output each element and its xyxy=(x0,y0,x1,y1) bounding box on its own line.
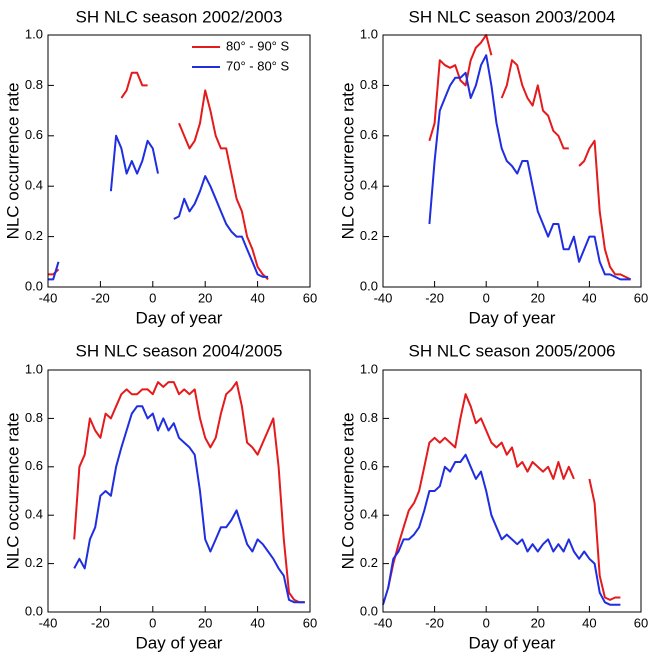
y-tick-label: 0.2 xyxy=(25,228,43,243)
y-tick-label: 0.4 xyxy=(360,178,378,193)
x-tick-label: 0 xyxy=(149,290,156,305)
y-axis-label: NLC occurrence rate xyxy=(338,83,357,240)
x-tick-label: -40 xyxy=(39,615,58,630)
y-tick-label: 1.0 xyxy=(360,26,378,41)
y-tick-label: 0.8 xyxy=(360,77,378,92)
x-tick-label: 60 xyxy=(303,615,317,630)
plot-frame xyxy=(382,369,642,613)
x-tick-label: 40 xyxy=(582,615,596,630)
x-tick-label: 40 xyxy=(582,290,596,305)
x-tick-label: -40 xyxy=(374,615,393,630)
chart-title: SH NLC season 2003/2004 xyxy=(409,7,616,26)
x-tick-label: -20 xyxy=(91,290,110,305)
y-axis-label: NLC occurrence rate xyxy=(338,413,357,570)
y-tick-label: 0.4 xyxy=(25,507,43,522)
x-tick-label: -40 xyxy=(374,290,393,305)
y-tick-label: 0.2 xyxy=(25,555,43,570)
x-tick-label: 60 xyxy=(634,615,648,630)
series-line xyxy=(73,381,305,604)
y-axis-label: NLC occurrence rate xyxy=(3,413,22,570)
x-tick-label: -20 xyxy=(425,290,444,305)
x-tick-label: -20 xyxy=(425,615,444,630)
x-axis-label: Day of year xyxy=(136,633,223,652)
y-tick-label: 0.4 xyxy=(360,507,378,522)
y-tick-label: 0.0 xyxy=(360,603,378,618)
x-tick-label: 20 xyxy=(198,615,212,630)
y-tick-label: 0.8 xyxy=(360,410,378,425)
x-tick-label: 40 xyxy=(250,290,264,305)
x-tick-label: 40 xyxy=(250,615,264,630)
plot-frame xyxy=(47,34,311,288)
x-tick-label: 0 xyxy=(483,615,490,630)
x-tick-label: 0 xyxy=(149,615,156,630)
chart-title: SH NLC season 2004/2005 xyxy=(76,341,283,360)
y-tick-label: 0.2 xyxy=(360,555,378,570)
y-tick-label: 0.8 xyxy=(25,77,43,92)
chart-title: SH NLC season 2005/2006 xyxy=(409,341,616,360)
series-line xyxy=(48,71,269,281)
plot-frame xyxy=(47,369,311,613)
series-line xyxy=(387,393,621,601)
x-tick-label: 20 xyxy=(531,290,545,305)
series-line xyxy=(428,54,631,281)
legend-label: 70° - 80° S xyxy=(226,58,289,73)
x-tick-label: 20 xyxy=(531,615,545,630)
y-tick-label: 1.0 xyxy=(25,361,43,376)
y-tick-label: 0.6 xyxy=(25,458,43,473)
x-axis-label: Day of year xyxy=(136,308,223,327)
plot-frame xyxy=(382,34,642,288)
series-line xyxy=(48,134,269,281)
y-tick-label: 0.8 xyxy=(25,410,43,425)
y-tick-label: 0.2 xyxy=(360,228,378,243)
y-tick-label: 0.6 xyxy=(360,458,378,473)
y-tick-label: 0.6 xyxy=(25,127,43,142)
y-tick-label: 0.0 xyxy=(360,278,378,293)
y-tick-label: 0.0 xyxy=(25,603,43,618)
x-tick-label: -20 xyxy=(91,615,110,630)
x-tick-label: 0 xyxy=(483,290,490,305)
series-line xyxy=(73,405,305,604)
y-tick-label: 1.0 xyxy=(360,361,378,376)
chart-title: SH NLC season 2002/2003 xyxy=(76,7,283,26)
y-tick-label: 0.6 xyxy=(360,127,378,142)
series-line xyxy=(382,453,621,606)
series-line xyxy=(428,34,632,281)
x-axis-label: Day of year xyxy=(469,633,556,652)
x-tick-label: 20 xyxy=(198,290,212,305)
y-tick-label: 0.4 xyxy=(25,178,43,193)
x-tick-label: 60 xyxy=(303,290,317,305)
x-tick-label: 60 xyxy=(634,290,648,305)
y-tick-label: 1.0 xyxy=(25,26,43,41)
x-axis-label: Day of year xyxy=(469,308,556,327)
legend-label: 80° - 90° S xyxy=(226,38,289,53)
y-tick-label: 0.0 xyxy=(25,278,43,293)
y-axis-label: NLC occurrence rate xyxy=(3,83,22,240)
x-tick-label: -40 xyxy=(39,290,58,305)
